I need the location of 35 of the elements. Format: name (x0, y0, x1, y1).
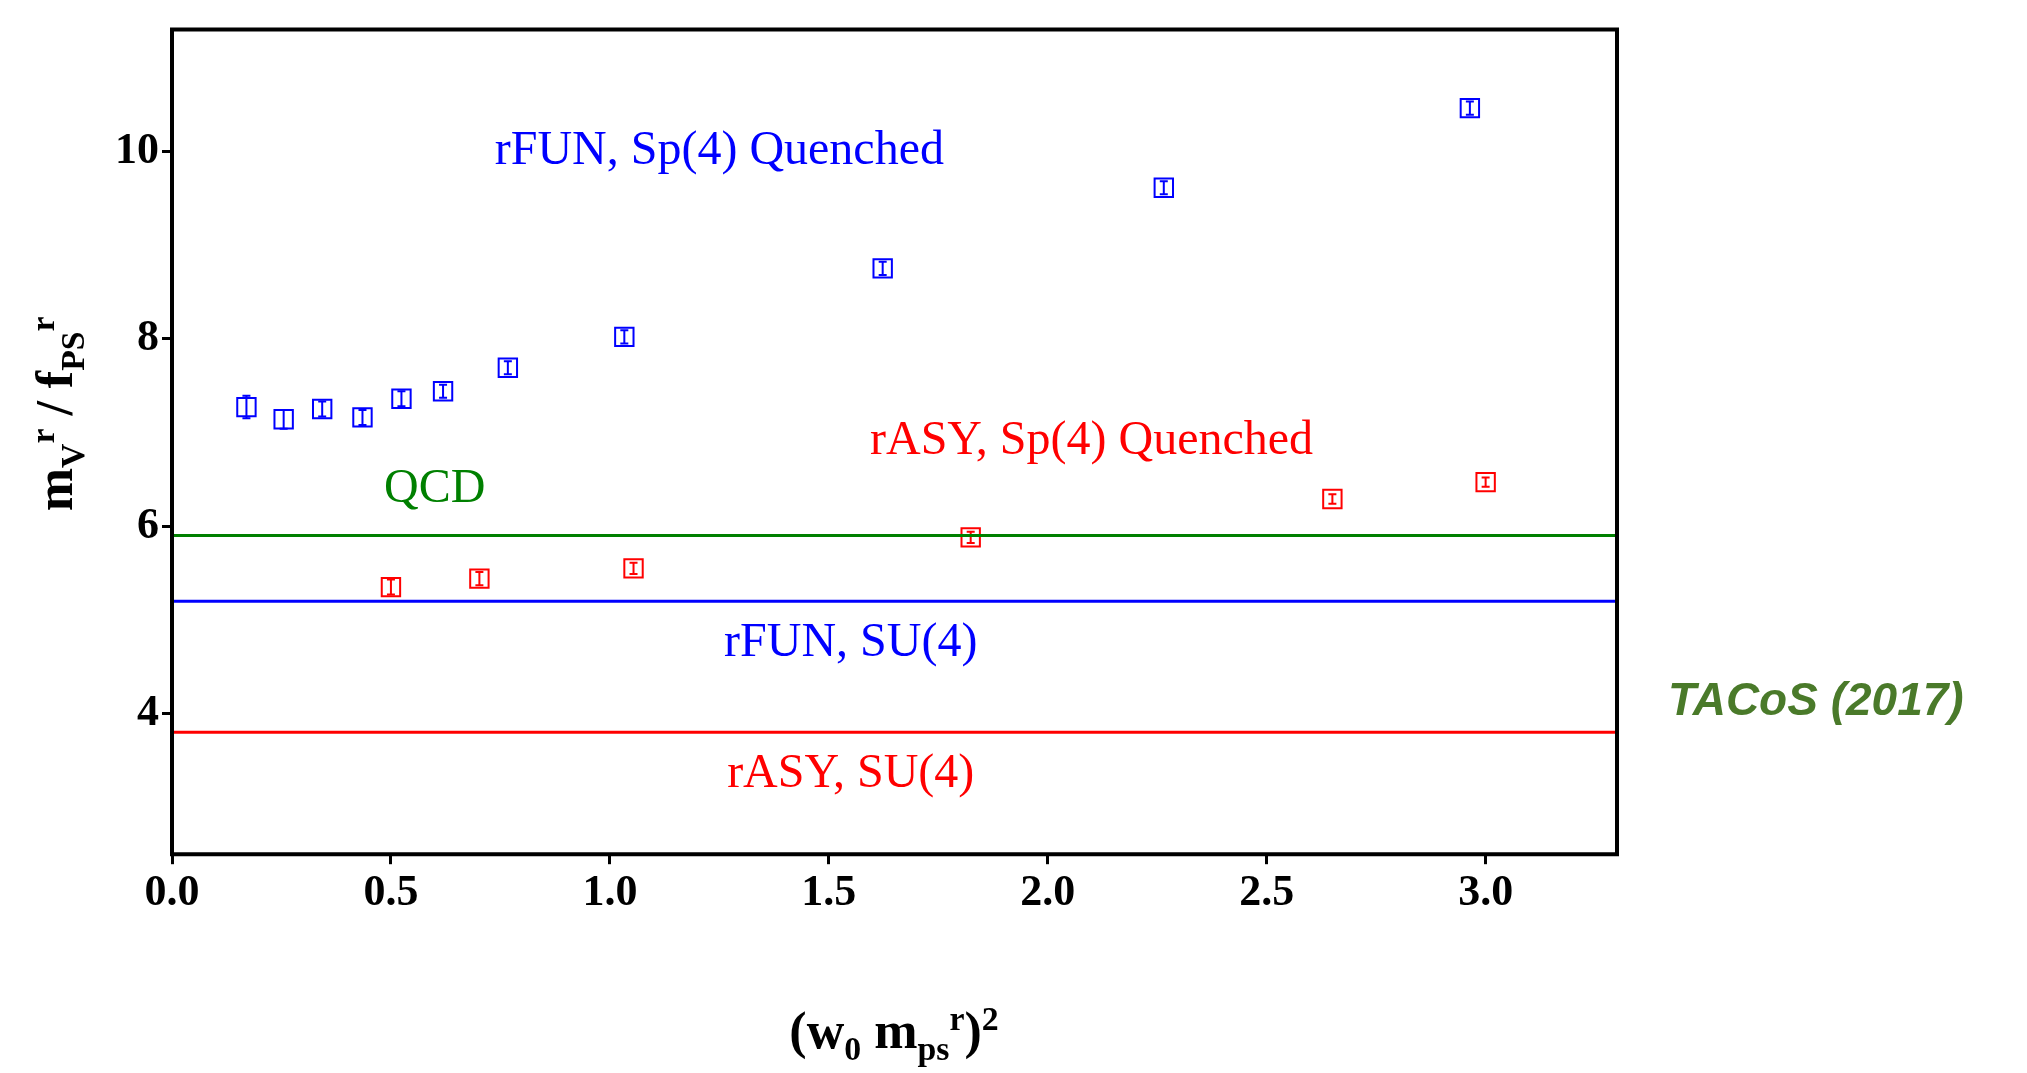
ref-line-label: rASY, SU(4) (727, 743, 975, 798)
point (1322, 488, 1343, 510)
x-tick-label: 1.5 (801, 865, 857, 915)
point (1459, 97, 1481, 119)
text: rFUN, Sp(4) Quenched (494, 120, 944, 175)
x-tick-label: 2.5 (1239, 865, 1295, 915)
point (469, 568, 490, 589)
point (312, 398, 333, 420)
point (352, 407, 373, 428)
point (273, 409, 294, 430)
point (391, 388, 412, 409)
x-tick-label: 2.0 (1020, 865, 1076, 915)
y-tick-label: 10 (115, 123, 159, 173)
text: TACoS (2017) (1668, 672, 1964, 726)
point (1475, 471, 1496, 493)
y-tick-label: 4 (137, 685, 159, 735)
x-tick-label: 3.0 (1458, 865, 1514, 915)
point (614, 326, 635, 348)
point (1153, 177, 1174, 198)
x-tick-label: 0.0 (144, 865, 200, 915)
point (960, 527, 981, 548)
x-tick-label: 0.5 (363, 865, 419, 915)
point (432, 381, 454, 402)
ref-line-label: rFUN, SU(4) (724, 612, 978, 667)
point (497, 357, 519, 378)
point (236, 396, 257, 418)
point (872, 258, 893, 279)
y-tick-label: 8 (137, 311, 159, 361)
series-label: rASY, Sp(4) Quenched (870, 411, 1314, 466)
x-axis-title: (w$_{0}$ m$_{ps}$$^{r}$)$^{2}$ (788, 1000, 1000, 1068)
x-tick-label: 1.0 (582, 865, 638, 915)
point (623, 558, 644, 579)
ref-line-label: QCD (384, 459, 486, 513)
point (380, 576, 402, 598)
y-tick-label: 6 (137, 498, 159, 548)
